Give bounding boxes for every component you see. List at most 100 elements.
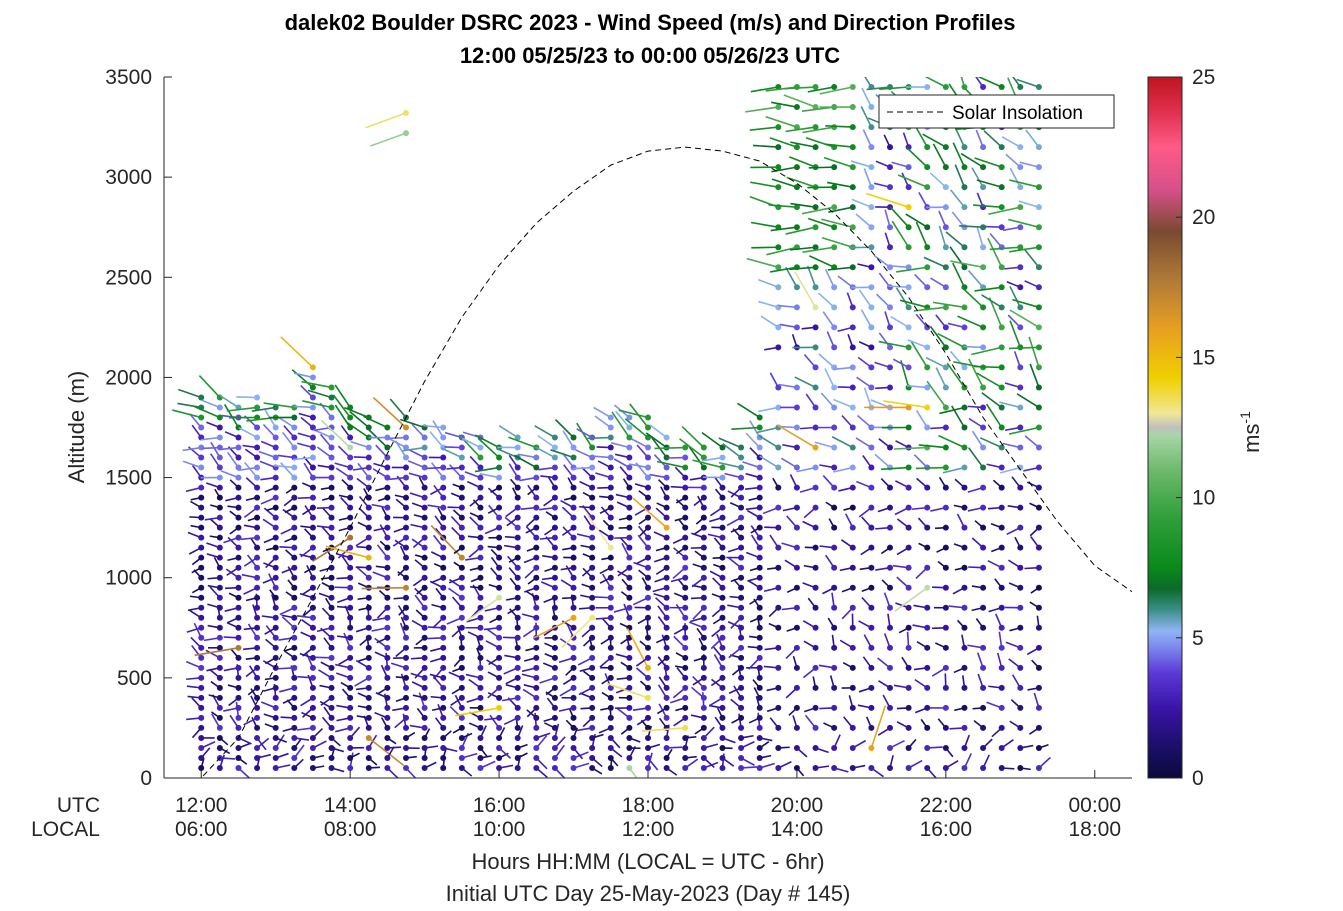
wind-barb-shaft xyxy=(971,430,984,448)
wind-barb-point xyxy=(700,634,707,641)
wind-barb-point xyxy=(328,724,335,731)
wind-barb-point xyxy=(477,464,484,471)
wind-barb-shaft xyxy=(999,466,1021,474)
wind-barb-point xyxy=(235,444,242,451)
wind-barb-point xyxy=(961,184,968,191)
x-tick-label-utc: 00:00 xyxy=(1068,794,1121,817)
wind-barb-point xyxy=(570,714,577,721)
wind-barb-point xyxy=(421,464,428,471)
wind-barb-shaft xyxy=(977,77,1003,88)
wind-barb-point xyxy=(589,574,596,581)
wind-barb-point xyxy=(198,504,205,511)
wind-barb-point xyxy=(980,344,987,351)
wind-barb-point xyxy=(793,184,800,191)
wind-barb-point xyxy=(626,744,633,751)
wind-barb-point xyxy=(607,614,614,621)
wind-barb-point xyxy=(533,694,540,701)
wind-barb-point xyxy=(384,484,391,491)
wind-barb-point xyxy=(756,564,763,571)
wind-barb-point xyxy=(849,444,856,451)
wind-barb-point xyxy=(589,494,596,501)
wind-barb-point xyxy=(626,444,633,451)
wind-barb-point xyxy=(812,244,819,251)
wind-barb-point xyxy=(309,764,316,771)
wind-barb-point xyxy=(440,594,447,601)
wind-barb-point xyxy=(216,424,223,431)
y-tick-label: 2000 xyxy=(105,366,152,389)
wind-barb-shaft xyxy=(963,345,984,349)
wind-barb-point xyxy=(905,224,912,231)
wind-barb-point xyxy=(458,744,465,751)
wind-barb-point xyxy=(812,624,819,631)
wind-barb-point xyxy=(347,444,354,451)
wind-barb-point xyxy=(421,754,428,761)
wind-barb-point xyxy=(980,684,987,691)
wind-barb-shaft xyxy=(533,617,574,639)
wind-barb-point xyxy=(254,654,261,661)
wind-barb-point xyxy=(514,634,521,641)
wind-barb-point xyxy=(216,404,223,411)
wind-barb-point xyxy=(775,764,782,771)
wind-barb-shaft xyxy=(177,402,202,409)
wind-barb-point xyxy=(868,304,875,311)
wind-barb-shaft xyxy=(976,179,1002,188)
wind-barb-point xyxy=(365,704,372,711)
wind-barb-shaft xyxy=(749,420,761,438)
wind-barb-point xyxy=(793,224,800,231)
wind-barb-point xyxy=(905,684,912,691)
wind-barb-point xyxy=(756,534,763,541)
wind-barb-point xyxy=(998,164,1005,171)
wind-barb-point xyxy=(812,484,819,491)
wind-barb-point xyxy=(533,674,540,681)
wind-barb-shaft xyxy=(561,452,575,469)
wind-barb-point xyxy=(1035,84,1042,91)
wind-barb-point xyxy=(198,684,205,691)
wind-barb-shaft xyxy=(651,437,668,459)
wind-barb-point xyxy=(868,144,875,151)
wind-barb-point xyxy=(216,504,223,511)
wind-barb-point xyxy=(645,444,651,451)
wind-barb-point xyxy=(309,364,316,371)
wind-barb-point xyxy=(235,674,242,681)
wind-barb-point xyxy=(868,744,875,751)
wind-barb-point xyxy=(831,424,838,431)
wind-barb-point xyxy=(626,754,633,761)
wind-barb-shaft xyxy=(827,266,853,271)
wind-barb-point xyxy=(626,484,633,491)
wind-barb-shaft xyxy=(593,406,612,419)
wind-barb-point xyxy=(514,724,521,731)
wind-barb-shaft xyxy=(860,309,873,328)
wind-barb-point xyxy=(998,584,1005,591)
wind-barb-point xyxy=(570,464,577,471)
wind-barb-point xyxy=(663,474,670,481)
wind-barb-point xyxy=(849,184,856,191)
wind-barb-point xyxy=(663,754,670,761)
wind-barb-point xyxy=(440,694,447,701)
wind-barb-point xyxy=(272,674,279,681)
wind-barb-point xyxy=(570,454,577,461)
wind-barb-point xyxy=(942,584,949,591)
wind-barb-point xyxy=(514,604,521,611)
wind-barb-point xyxy=(700,464,707,471)
wind-barb-point xyxy=(1035,244,1042,251)
wind-barb-point xyxy=(663,584,670,591)
wind-barb-point xyxy=(868,524,875,531)
wind-barb-point xyxy=(663,694,670,701)
wind-barb-point xyxy=(887,584,893,591)
wind-barb-point xyxy=(663,654,670,661)
wind-barb-point xyxy=(775,584,782,591)
wind-barb-point xyxy=(272,644,279,651)
y-tick-label: 3000 xyxy=(105,166,152,189)
wind-barb-point xyxy=(756,644,763,651)
wind-barb-shaft xyxy=(611,411,631,438)
wind-barb-point xyxy=(347,594,354,601)
wind-barb-point xyxy=(645,664,651,671)
wind-barb-point xyxy=(440,654,447,661)
wind-barb-shaft xyxy=(790,202,816,208)
wind-barb-point xyxy=(309,714,316,721)
wind-barb-point xyxy=(440,724,447,731)
wind-barb-shaft xyxy=(236,396,258,399)
wind-barb-point xyxy=(328,564,335,571)
wind-barb-point xyxy=(868,624,875,631)
chart-title: dalek02 Boulder DSRC 2023 - Wind Speed (… xyxy=(285,10,1016,35)
